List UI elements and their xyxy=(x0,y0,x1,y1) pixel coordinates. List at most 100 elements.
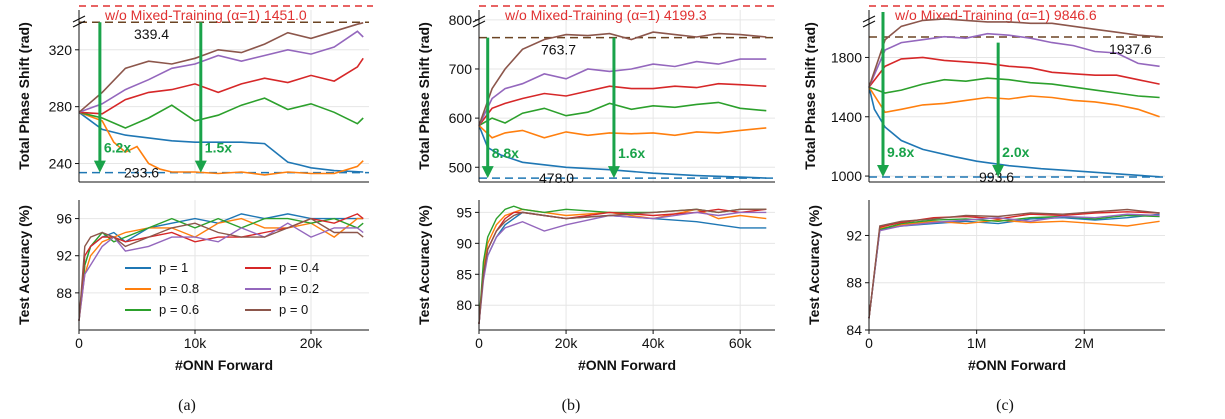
y-axis-label: Total Phase Shift (rad) xyxy=(416,22,432,170)
x-axis-label: #ONN Forward xyxy=(968,357,1066,373)
series-line xyxy=(478,208,767,324)
speedup-arrow-head xyxy=(481,166,494,179)
series-line xyxy=(868,219,1160,319)
y-axis-label: Total Phase Shift (rad) xyxy=(802,22,818,170)
legend: p = 1 p = 0.8 p = 0.6 p = 0.4 p = 0.2 p = 0 xyxy=(125,260,319,317)
series-line xyxy=(478,124,767,139)
x-tick-label: 0 xyxy=(865,335,873,351)
speedup-label: 6.2x xyxy=(104,140,131,156)
y-tick-label: 84 xyxy=(846,322,862,338)
y-tick-label: 700 xyxy=(449,61,473,77)
y-tick-label: 90 xyxy=(456,235,472,251)
panel-caption: (c) xyxy=(996,397,1014,414)
series-line xyxy=(868,213,1160,319)
y-tick-label: 280 xyxy=(49,99,73,115)
y-tick-label: 85 xyxy=(456,266,472,282)
series-line xyxy=(78,217,364,321)
y-tick-label: 88 xyxy=(846,275,862,291)
axis-break-mark xyxy=(72,15,86,28)
series-line xyxy=(868,86,1160,178)
x-tick-label: 20k xyxy=(300,335,324,351)
y-axis-label: Total Phase Shift (rad) xyxy=(16,22,32,170)
y-tick-label: 320 xyxy=(49,42,73,58)
y-tick-label: 96 xyxy=(56,211,72,227)
upper-value-label: 763.7 xyxy=(541,42,576,58)
x-tick-label: 20k xyxy=(555,335,579,351)
legend-label: p = 0.2 xyxy=(279,281,319,296)
series-line xyxy=(868,208,1160,319)
lower-value-label: 993.6 xyxy=(979,169,1014,185)
speedup-arrow-head xyxy=(992,165,1005,178)
y-tick-label: 95 xyxy=(456,204,472,220)
y-tick-label: 240 xyxy=(49,156,73,172)
y-tick-label: 800 xyxy=(449,12,473,28)
series-line xyxy=(78,111,364,176)
phase-shift-plot: w/o Mixed-Training (α=1) 1451.0 339.4 233.… xyxy=(16,5,373,183)
series-line xyxy=(78,217,364,321)
upper-value-label: 339.4 xyxy=(134,26,169,42)
speedup-arrow-head xyxy=(194,160,207,173)
panel-caption: (a) xyxy=(178,397,196,414)
phase-shift-plot: w/o Mixed-Training (α=1) 9846.61937.6993… xyxy=(802,5,1169,185)
y-tick-label: 1800 xyxy=(831,49,862,65)
y-axis-label: Test Accuracy (%) xyxy=(416,205,432,325)
series-line xyxy=(868,18,1160,88)
series-line xyxy=(868,211,1160,319)
series-line xyxy=(478,205,767,324)
x-tick-label: 2M xyxy=(1075,335,1094,351)
y-tick-label: 80 xyxy=(456,297,472,313)
reference-label: w/o Mixed-Training (α=1) 4199.3 xyxy=(504,7,707,23)
y-tick-label: 1400 xyxy=(831,109,862,125)
series-line xyxy=(78,213,364,321)
series-line xyxy=(478,211,767,324)
accuracy-plot: 88 92 96 0 10k 20k Test Accuracy (%) #ONN Forwa… xyxy=(16,200,369,373)
series-line xyxy=(78,97,364,129)
legend-label: p = 1 xyxy=(159,260,188,275)
y-tick-label: 600 xyxy=(449,110,473,126)
accuracy-plot: 80 85 90 95 0 20k 40k 60k Test Accuracy (%) #ONN … xyxy=(416,200,775,373)
legend-label: p = 0.8 xyxy=(159,281,199,296)
panel-caption: (b) xyxy=(562,397,581,414)
series-line xyxy=(78,222,364,321)
x-tick-label: 0 xyxy=(75,335,83,351)
series-line xyxy=(868,86,1160,118)
x-tick-label: 1M xyxy=(967,335,986,351)
series-line xyxy=(478,101,767,127)
series-line xyxy=(78,22,364,113)
series-line xyxy=(478,208,767,324)
y-axis-label: Test Accuracy (%) xyxy=(806,205,822,325)
speedup-arrow-head xyxy=(607,166,620,179)
series-line xyxy=(478,125,767,179)
y-tick-label: 500 xyxy=(449,159,473,175)
reference-label: w/o Mixed-Training (α=1) 1451.0 xyxy=(104,7,307,23)
legend-label: p = 0.6 xyxy=(159,302,199,317)
series-line xyxy=(478,82,767,126)
series-line xyxy=(78,111,364,173)
speedup-arrow-head xyxy=(876,165,889,178)
panel-a: w/o Mixed-Training (α=1) 1451.0 339.4 233.… xyxy=(16,5,373,414)
series-line xyxy=(478,211,767,324)
x-tick-label: 10k xyxy=(184,335,208,351)
series-line xyxy=(868,213,1160,319)
accuracy-plot: 84 88 92 0 1M 2M Test Accuracy (%) #ONN Forward xyxy=(806,200,1165,373)
series-line xyxy=(868,32,1160,88)
speedup-label: 2.0x xyxy=(1002,144,1029,160)
series-line xyxy=(78,57,364,115)
y-tick-label: 1000 xyxy=(831,168,862,184)
speedup-arrow-head xyxy=(93,160,106,173)
speedup-label: 1.5x xyxy=(205,140,232,156)
legend-label: p = 0 xyxy=(279,302,308,317)
x-axis-label: #ONN Forward xyxy=(578,357,676,373)
speedup-label: 1.6x xyxy=(618,145,645,161)
series-line xyxy=(478,208,767,324)
y-tick-label: 88 xyxy=(56,285,72,301)
y-axis-label: Test Accuracy (%) xyxy=(16,205,32,325)
axis-break-mark xyxy=(862,15,876,28)
series-line xyxy=(868,214,1160,319)
upper-value-label: 1937.6 xyxy=(1109,41,1152,57)
x-tick-label: 0 xyxy=(475,335,483,351)
series-line xyxy=(78,213,364,321)
x-tick-label: 60k xyxy=(729,335,753,351)
axis-break-mark xyxy=(472,15,486,28)
legend-label: p = 0.4 xyxy=(279,260,319,275)
